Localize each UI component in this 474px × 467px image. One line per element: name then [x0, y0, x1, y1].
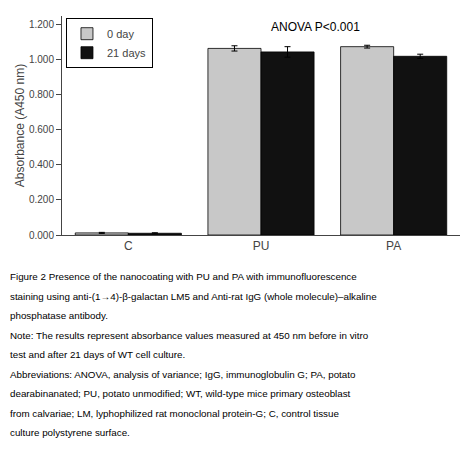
svg-text:0.400: 0.400	[29, 159, 54, 170]
svg-text:test and after 21 days of WT c: test and after 21 days of WT cell cultur…	[10, 349, 185, 360]
svg-text:0 day: 0 day	[107, 28, 134, 40]
svg-text:0.000: 0.000	[29, 230, 54, 241]
svg-text:0.800: 0.800	[29, 89, 54, 100]
svg-text:ANOVA P<0.001: ANOVA P<0.001	[271, 20, 360, 34]
svg-text:21 days: 21 days	[107, 47, 146, 59]
svg-text:C: C	[124, 239, 133, 253]
svg-text:Note: The results represent ab: Note: The results represent absorbance v…	[10, 330, 369, 341]
svg-text:from calvariae; LM, lyphophili: from calvariae; LM, lyphophilized rat mo…	[10, 408, 339, 419]
svg-text:Abbreviations: ANOVA, analysis: Abbreviations: ANOVA, analysis of varian…	[10, 369, 356, 380]
svg-text:1.000: 1.000	[29, 54, 54, 65]
svg-text:dearabinanated; PU, potato unm: dearabinanated; PU, potato unmodified; W…	[10, 388, 351, 399]
svg-text:staining using anti-(1→4)-β-ga: staining using anti-(1→4)-β-galactan LM5…	[10, 291, 377, 302]
svg-text:culture polystyrene surface.: culture polystyrene surface.	[10, 427, 130, 438]
svg-text:0.200: 0.200	[29, 194, 54, 205]
svg-text:Figure 2 Presence of the nanoc: Figure 2 Presence of the nanocoating wit…	[10, 271, 357, 282]
svg-text:1.200: 1.200	[29, 19, 54, 30]
svg-text:Absorbance (A450 nm): Absorbance (A450 nm)	[13, 64, 27, 187]
svg-text:phosphatase antibody.: phosphatase antibody.	[10, 310, 108, 321]
svg-text:0.600: 0.600	[29, 124, 54, 135]
svg-text:PA: PA	[386, 239, 401, 253]
svg-text:PU: PU	[253, 239, 270, 253]
